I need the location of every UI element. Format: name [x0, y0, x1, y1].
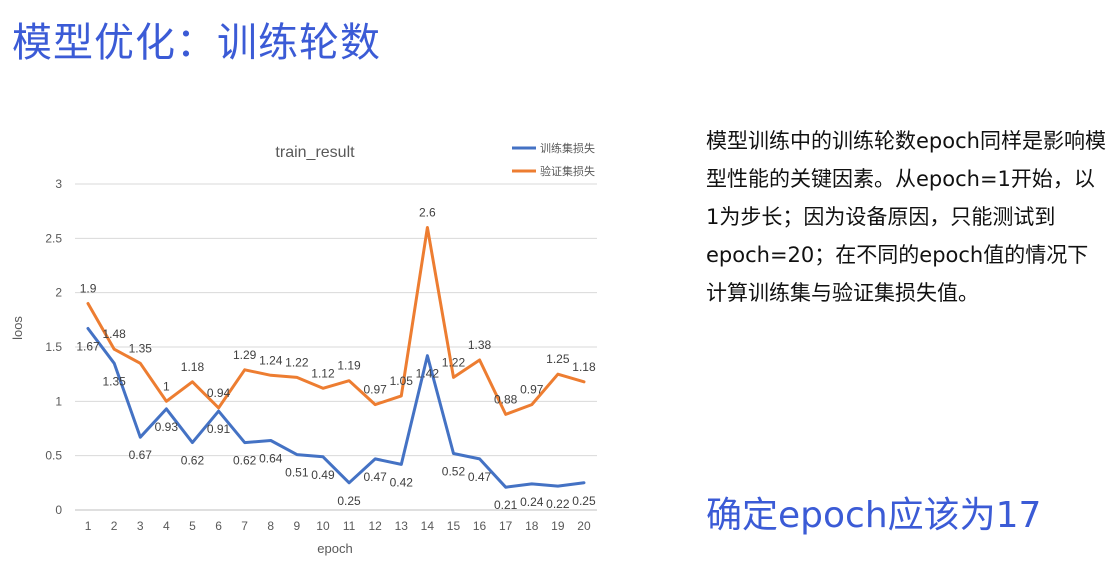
- train-loss-data-label: 0.42: [390, 475, 414, 489]
- val-loss-data-label: 2.6: [419, 205, 436, 219]
- train-loss-data-label: 0.49: [311, 468, 335, 482]
- y-tick-label: 0: [55, 503, 62, 517]
- legend-label-val: 验证集损失: [540, 164, 595, 178]
- val-loss-data-label: 1.35: [129, 341, 153, 355]
- conclusion-text: 确定epoch应该为17: [706, 495, 1042, 536]
- train-loss-data-label: 0.22: [546, 497, 570, 511]
- data-labels: 1.671.350.670.930.620.910.62 0.640.51 0.49…: [76, 205, 596, 512]
- val-loss-data-label: 1.24: [259, 353, 283, 367]
- y-tick-label: 2.5: [45, 231, 62, 245]
- description-text: 模型训练中的训练轮数epoch同样是影响模型性能的关键因素。从epoch=1开始…: [706, 129, 1106, 305]
- x-tick-label: 12: [368, 519, 382, 533]
- val-loss-data-label: 1.22: [285, 355, 309, 369]
- x-tick-label: 4: [163, 519, 170, 533]
- train-loss-data-label: 1.67: [76, 340, 100, 354]
- train-loss-data-label: 0.25: [572, 494, 596, 508]
- val-loss-data-label: 1.18: [181, 360, 205, 374]
- val-loss-data-label: 1.9: [80, 282, 97, 296]
- val-loss-data-label: 0.88: [494, 392, 518, 406]
- x-tick-label: 19: [551, 519, 565, 533]
- y-tick-label: 1: [55, 394, 62, 408]
- x-tick-label: 6: [215, 519, 222, 533]
- val-loss-data-label: 1: [163, 379, 170, 393]
- val-loss-data-label: 0.94: [207, 386, 231, 400]
- train-loss-data-label: 0.62: [181, 454, 205, 468]
- x-tick-label: 3: [137, 519, 144, 533]
- y-tick-label: 0.5: [45, 449, 62, 463]
- train-loss-data-label: 0.47: [468, 470, 492, 484]
- val-loss-data-label: 1.48: [102, 327, 126, 341]
- train-loss-line: [86, 327, 586, 489]
- train-loss-data-label: 0.67: [129, 448, 153, 462]
- train-loss-data-label: 0.91: [207, 422, 231, 436]
- train-loss-data-label: 0.62: [233, 454, 257, 468]
- x-tick-label: 20: [577, 519, 591, 533]
- val-loss-data-label: 1.29: [233, 348, 257, 362]
- val-loss-data-label: 1.22: [442, 355, 466, 369]
- x-tick-label: 17: [499, 519, 513, 533]
- train-loss-data-label: 0.52: [442, 464, 466, 478]
- legend-label-train: 训练集损失: [540, 141, 595, 155]
- y-axis-label: loos: [10, 316, 25, 340]
- x-tick-label: 11: [343, 519, 356, 533]
- x-tick-label: 10: [316, 519, 330, 533]
- x-tick-label: 15: [447, 519, 461, 533]
- x-tick-label: 18: [525, 519, 539, 533]
- val-loss-data-label: 1.05: [390, 374, 414, 388]
- x-tick-label: 13: [395, 519, 409, 533]
- val-loss-line: [86, 226, 586, 416]
- y-tick-label: 3: [55, 177, 62, 191]
- train-loss-data-label: 0.21: [494, 498, 518, 512]
- x-tick-label: 1: [85, 519, 92, 533]
- loss-chart: train_result 0 0.5 1 1.5 2 2.5 3 1 2 3 4 5 6 7 8 9 10 11…: [0, 128, 620, 568]
- val-loss-data-label: 1.18: [572, 360, 596, 374]
- chart-gridlines: [75, 183, 597, 511]
- x-tick-label: 16: [473, 519, 487, 533]
- x-axis-label: epoch: [317, 541, 352, 556]
- x-tick-label: 5: [189, 519, 196, 533]
- val-loss-data-label: 1.19: [337, 359, 361, 373]
- train-loss-data-label: 1.42: [416, 367, 440, 381]
- x-tick-label: 2: [111, 519, 118, 533]
- val-loss-data-label: 0.97: [363, 383, 387, 397]
- train-loss-data-label: 0.51: [285, 466, 309, 480]
- train-loss-data-label: 0.64: [259, 451, 283, 465]
- train-loss-data-label: 0.25: [337, 494, 361, 508]
- x-tick-label: 9: [294, 519, 301, 533]
- train-loss-data-label: 1.35: [102, 374, 126, 388]
- slide-title: 模型优化：训练轮数: [12, 20, 381, 66]
- train-loss-data-label: 0.93: [155, 420, 179, 434]
- x-tick-label: 8: [267, 519, 274, 533]
- train-loss-data-label: 0.24: [520, 495, 544, 509]
- val-loss-data-label: 1.12: [311, 366, 335, 380]
- x-tick-label: 14: [421, 519, 435, 533]
- series-lines: [86, 226, 586, 489]
- val-loss-data-label: 1.38: [468, 338, 492, 352]
- y-tick-label: 2: [55, 286, 62, 300]
- x-tick-label: 7: [241, 519, 248, 533]
- val-loss-data-label: 0.97: [520, 383, 544, 397]
- x-axis-ticks: 1 2 3 4 5 6 7 8 9 10 11 12 13 14 15 16 17 18 19 20: [85, 519, 591, 533]
- loss-chart-svg: train_result 00.511.522.53 1 2 3 4 5 6 7 8 9 10 11…: [10, 141, 597, 556]
- chart-title: train_result: [275, 144, 355, 161]
- y-axis-ticks: 0 0.5 1 1.5 2 2.5 3: [45, 177, 62, 517]
- train-loss-data-label: 0.47: [363, 470, 387, 484]
- val-loss-data-label: 1.25: [546, 352, 570, 366]
- y-tick-label: 1.5: [45, 340, 62, 354]
